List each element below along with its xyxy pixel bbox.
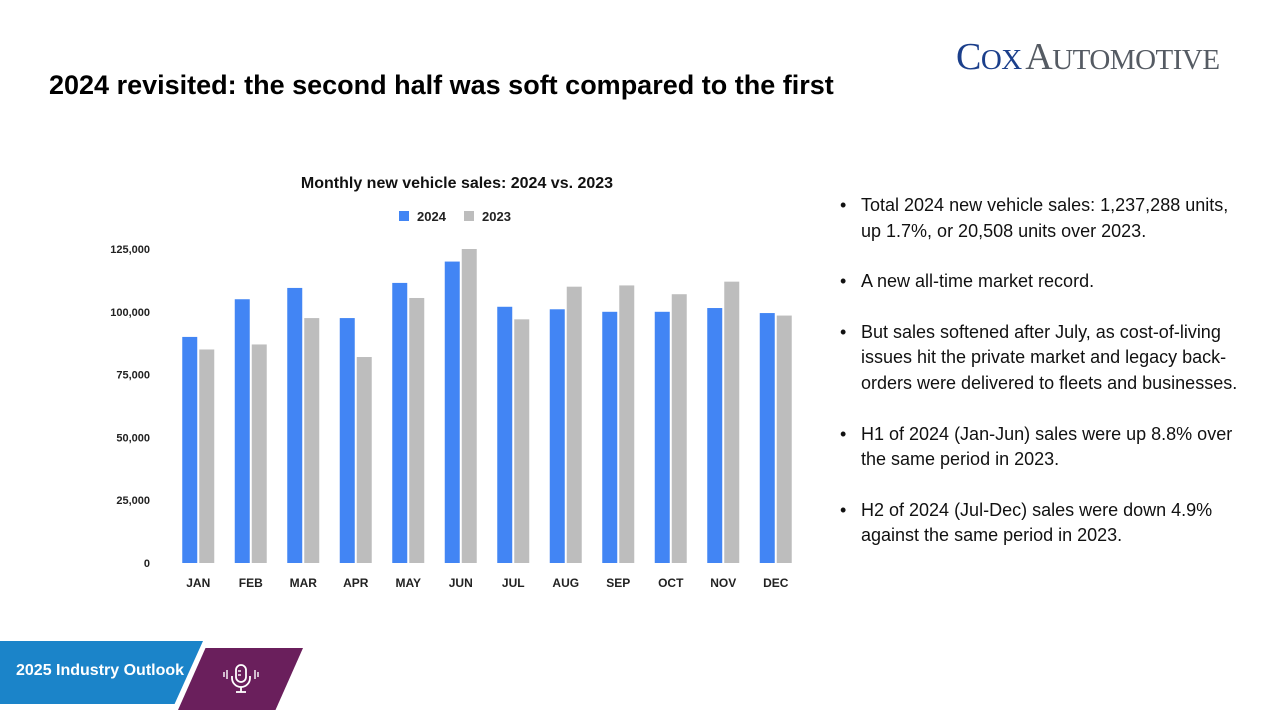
x-tick-label: FEB xyxy=(239,576,263,590)
bar-2023-apr xyxy=(356,357,372,563)
x-tick-label: NOV xyxy=(710,576,736,590)
logo-automotive-rest: UTOMOTIVE xyxy=(1052,44,1220,76)
sales-bar-chart: Monthly new vehicle sales: 2024 vs. 2023… xyxy=(110,175,792,590)
legend-label: 2023 xyxy=(482,209,511,224)
bar-2024-mar xyxy=(287,287,303,563)
bar-2024-jan xyxy=(182,336,198,563)
chart-title: Monthly new vehicle sales: 2024 vs. 2023 xyxy=(301,175,613,192)
key-point-text: H2 of 2024 (Jul-Dec) sales were down 4.9… xyxy=(861,499,1213,546)
bullet-marker: • xyxy=(840,271,847,292)
cox-automotive-logo: COX AUTOMOTIVE xyxy=(956,35,1220,79)
key-point-text: A new all-time market record. xyxy=(861,271,1095,292)
bar-2023-may xyxy=(409,297,425,563)
y-tick-label: 25,000 xyxy=(116,495,150,507)
bar-2023-aug xyxy=(566,286,582,563)
bar-2023-sep xyxy=(619,285,635,563)
bar-2023-dec xyxy=(776,315,792,563)
bar-2024-dec xyxy=(759,313,775,563)
bar-2024-jul xyxy=(497,306,513,563)
bar-2024-aug xyxy=(549,309,565,563)
bullet-marker: • xyxy=(840,321,847,342)
y-tick-label: 75,000 xyxy=(116,370,150,382)
logo-cox-rest: OX xyxy=(980,44,1022,76)
key-point-item: • H1 of 2024 (Jan-Jun) sales were up 8.8%… xyxy=(840,422,1240,473)
bar-2023-mar xyxy=(304,318,320,563)
logo-automotive-initial: A xyxy=(1025,36,1053,78)
slide-title: 2024 revisited: the second half was soft… xyxy=(49,70,834,100)
bullet-marker: • xyxy=(840,195,847,215)
x-tick-label: DEC xyxy=(763,576,789,590)
x-axis: JAN FEB MAR APR MAY JUN JUL AUG SEP OCT NOV DEC xyxy=(186,576,789,590)
chart-legend: 2024 2023 xyxy=(399,209,511,224)
x-tick-label: JAN xyxy=(186,576,210,590)
y-tick-label: 0 xyxy=(144,558,150,570)
y-axis: 0 25,000 50,000 75,000 100,000 125,000 xyxy=(110,244,150,570)
x-tick-label: JUL xyxy=(502,576,525,590)
x-tick-label: AUG xyxy=(552,576,579,590)
key-point-text: Total 2024 new vehicle sales: 1,237,288 … xyxy=(861,195,1229,241)
footer-label: 2025 Industry Outlook xyxy=(16,662,185,679)
key-point-item: • A new all-time market record. xyxy=(840,269,1240,295)
x-tick-label: MAR xyxy=(290,576,318,590)
key-point-text: But sales softened after July, as cost-o… xyxy=(861,321,1238,393)
bar-2024-apr xyxy=(339,318,355,563)
legend-swatch-2023 xyxy=(464,211,474,221)
key-points-list: • Total 2024 new vehicle sales: 1,237,288… xyxy=(840,193,1240,574)
bar-2024-jun xyxy=(444,261,460,563)
y-tick-label: 50,000 xyxy=(116,432,150,444)
bar-2024-may xyxy=(392,282,408,563)
logo-cox-initial: C xyxy=(956,36,981,78)
bar-2023-jul xyxy=(514,319,530,563)
key-point-item: • But sales softened after July, as cost-… xyxy=(840,320,1240,397)
y-tick-label: 125,000 xyxy=(110,244,150,256)
bars-group xyxy=(182,249,792,563)
podcast-microphone-icon xyxy=(223,664,259,693)
x-tick-label: JUN xyxy=(449,576,473,590)
key-point-item: • Total 2024 new vehicle sales: 1,237,288… xyxy=(840,193,1240,244)
bar-2024-feb xyxy=(234,299,250,563)
bullet-marker: • xyxy=(840,423,847,444)
bar-2023-nov xyxy=(724,281,740,563)
bar-2024-sep xyxy=(602,311,618,563)
key-point-item: • H2 of 2024 (Jul-Dec) sales were down 4.… xyxy=(840,498,1240,549)
bar-2023-jan xyxy=(199,349,215,563)
key-point-text: H1 of 2024 (Jan-Jun) sales were up 8.8% … xyxy=(861,423,1233,470)
x-tick-label: APR xyxy=(343,576,369,590)
x-tick-label: OCT xyxy=(658,576,684,590)
bar-2023-oct xyxy=(671,294,687,563)
legend-swatch-2024 xyxy=(399,211,409,221)
x-tick-label: MAY xyxy=(395,576,421,590)
bullet-marker: • xyxy=(840,499,847,520)
footer-banner xyxy=(0,641,203,704)
bar-2023-feb xyxy=(251,344,267,563)
bar-2023-jun xyxy=(461,249,477,563)
bar-2024-oct xyxy=(654,311,670,563)
legend-label: 2024 xyxy=(417,209,447,224)
y-tick-label: 100,000 xyxy=(110,307,150,319)
x-tick-label: SEP xyxy=(606,576,630,590)
bar-2024-nov xyxy=(707,308,723,563)
